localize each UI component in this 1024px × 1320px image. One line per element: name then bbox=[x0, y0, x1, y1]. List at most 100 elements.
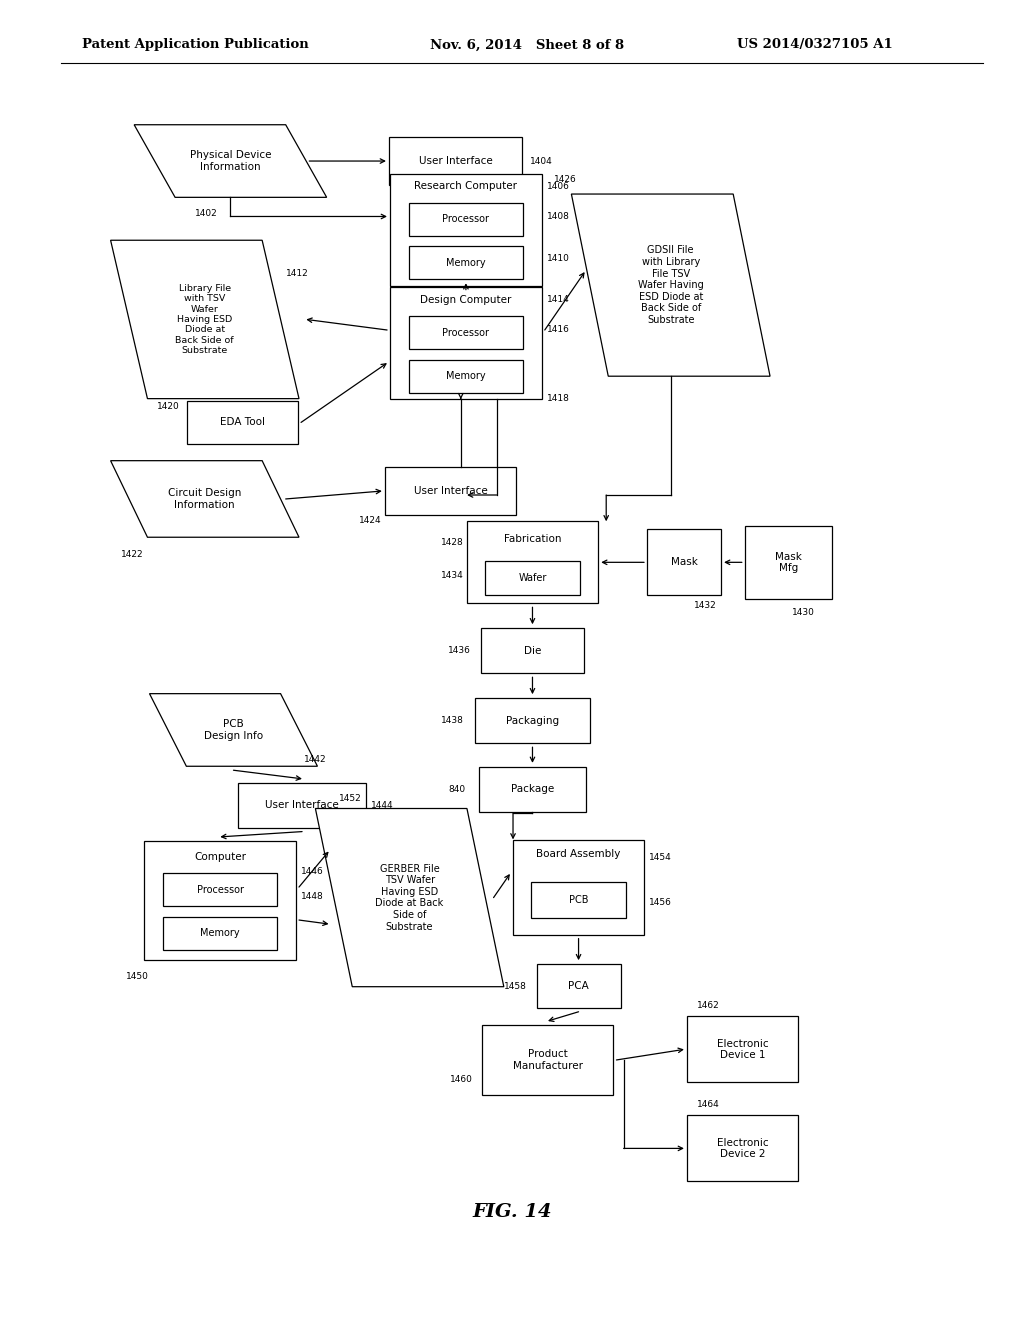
Text: 1448: 1448 bbox=[301, 892, 324, 900]
Text: 1450: 1450 bbox=[126, 973, 148, 981]
Text: Board Assembly: Board Assembly bbox=[537, 849, 621, 859]
Text: 1406: 1406 bbox=[547, 182, 569, 190]
Text: 1422: 1422 bbox=[121, 550, 143, 558]
Text: 1410: 1410 bbox=[547, 255, 569, 263]
Polygon shape bbox=[134, 124, 327, 197]
Text: Memory: Memory bbox=[201, 928, 240, 939]
Text: 1438: 1438 bbox=[441, 717, 464, 725]
FancyBboxPatch shape bbox=[238, 783, 367, 828]
Text: 1452: 1452 bbox=[339, 795, 361, 803]
Text: Electronic
Device 1: Electronic Device 1 bbox=[717, 1039, 768, 1060]
Text: Processor: Processor bbox=[442, 327, 489, 338]
Text: 1402: 1402 bbox=[195, 210, 217, 218]
Text: 1446: 1446 bbox=[301, 867, 324, 875]
FancyBboxPatch shape bbox=[475, 698, 590, 743]
Text: 1408: 1408 bbox=[547, 213, 569, 220]
Text: 1432: 1432 bbox=[694, 602, 717, 610]
FancyBboxPatch shape bbox=[410, 359, 522, 393]
FancyBboxPatch shape bbox=[531, 882, 626, 919]
FancyBboxPatch shape bbox=[390, 174, 542, 286]
Text: US 2014/0327105 A1: US 2014/0327105 A1 bbox=[737, 38, 893, 51]
FancyBboxPatch shape bbox=[410, 315, 522, 348]
Text: Product
Manufacturer: Product Manufacturer bbox=[513, 1049, 583, 1071]
FancyBboxPatch shape bbox=[537, 964, 621, 1008]
Text: GDSII File
with Library
File TSV
Wafer Having
ESD Diode at
Back Side of
Substrat: GDSII File with Library File TSV Wafer H… bbox=[638, 246, 703, 325]
FancyBboxPatch shape bbox=[144, 841, 296, 960]
Text: PCB: PCB bbox=[568, 895, 589, 906]
Polygon shape bbox=[150, 694, 317, 766]
Text: 1416: 1416 bbox=[547, 326, 569, 334]
Text: Nov. 6, 2014   Sheet 8 of 8: Nov. 6, 2014 Sheet 8 of 8 bbox=[430, 38, 625, 51]
FancyBboxPatch shape bbox=[164, 916, 276, 950]
FancyBboxPatch shape bbox=[647, 529, 721, 595]
Text: FIG. 14: FIG. 14 bbox=[472, 1203, 552, 1221]
FancyBboxPatch shape bbox=[479, 767, 586, 812]
Text: PCB
Design Info: PCB Design Info bbox=[204, 719, 263, 741]
Text: 1444: 1444 bbox=[371, 801, 394, 809]
Polygon shape bbox=[111, 240, 299, 399]
FancyBboxPatch shape bbox=[187, 400, 298, 444]
FancyBboxPatch shape bbox=[410, 246, 522, 280]
Text: Processor: Processor bbox=[197, 884, 244, 895]
FancyBboxPatch shape bbox=[513, 840, 644, 935]
Text: Library File
with TSV
Wafer
Having ESD
Diode at
Back Side of
Substrate: Library File with TSV Wafer Having ESD D… bbox=[175, 284, 234, 355]
Text: User Interface: User Interface bbox=[419, 156, 493, 166]
Text: 1428: 1428 bbox=[441, 539, 464, 546]
Text: 1456: 1456 bbox=[649, 899, 672, 907]
Text: Physical Device
Information: Physical Device Information bbox=[189, 150, 271, 172]
Text: Package: Package bbox=[511, 784, 554, 795]
Text: Fabrication: Fabrication bbox=[504, 533, 561, 544]
Text: 1462: 1462 bbox=[697, 1002, 720, 1010]
FancyBboxPatch shape bbox=[485, 561, 580, 595]
Text: 840: 840 bbox=[449, 785, 465, 793]
Text: 1426: 1426 bbox=[554, 176, 577, 183]
Text: EDA Tool: EDA Tool bbox=[220, 417, 265, 428]
Text: 1420: 1420 bbox=[157, 403, 179, 411]
Text: GERBER File
TSV Wafer
Having ESD
Diode at Back
Side of
Substrate: GERBER File TSV Wafer Having ESD Diode a… bbox=[376, 863, 443, 932]
FancyBboxPatch shape bbox=[481, 628, 584, 673]
FancyBboxPatch shape bbox=[687, 1115, 798, 1181]
FancyBboxPatch shape bbox=[745, 525, 831, 599]
Polygon shape bbox=[111, 461, 299, 537]
FancyBboxPatch shape bbox=[164, 874, 276, 906]
Text: 1414: 1414 bbox=[547, 296, 569, 304]
FancyBboxPatch shape bbox=[410, 202, 522, 235]
FancyBboxPatch shape bbox=[385, 467, 516, 515]
Text: Electronic
Device 2: Electronic Device 2 bbox=[717, 1138, 768, 1159]
Text: Design Computer: Design Computer bbox=[420, 294, 512, 305]
FancyBboxPatch shape bbox=[389, 137, 522, 185]
Text: 1436: 1436 bbox=[447, 647, 470, 655]
Text: 1404: 1404 bbox=[530, 157, 553, 165]
Text: 1454: 1454 bbox=[649, 854, 672, 862]
Text: Packaging: Packaging bbox=[506, 715, 559, 726]
Text: 1464: 1464 bbox=[697, 1101, 720, 1109]
Text: Memory: Memory bbox=[446, 371, 485, 381]
FancyBboxPatch shape bbox=[390, 288, 542, 399]
Polygon shape bbox=[571, 194, 770, 376]
FancyBboxPatch shape bbox=[467, 521, 598, 603]
Text: Circuit Design
Information: Circuit Design Information bbox=[168, 488, 242, 510]
Text: 1430: 1430 bbox=[792, 609, 814, 616]
Text: Die: Die bbox=[524, 645, 541, 656]
Polygon shape bbox=[315, 808, 504, 987]
Text: 1458: 1458 bbox=[504, 982, 526, 990]
Text: Computer: Computer bbox=[195, 851, 246, 862]
Text: 1460: 1460 bbox=[450, 1076, 472, 1084]
Text: User Interface: User Interface bbox=[265, 800, 339, 810]
Text: User Interface: User Interface bbox=[414, 486, 487, 496]
Text: 1434: 1434 bbox=[441, 572, 464, 579]
FancyBboxPatch shape bbox=[482, 1024, 613, 1096]
Text: 1418: 1418 bbox=[547, 395, 569, 403]
Text: Processor: Processor bbox=[442, 214, 489, 224]
Text: Memory: Memory bbox=[446, 257, 485, 268]
Text: 1424: 1424 bbox=[359, 516, 382, 524]
Text: Research Computer: Research Computer bbox=[415, 181, 517, 191]
Text: Mask
Mfg: Mask Mfg bbox=[775, 552, 802, 573]
Text: 1442: 1442 bbox=[304, 755, 327, 763]
FancyBboxPatch shape bbox=[687, 1016, 798, 1082]
Text: Patent Application Publication: Patent Application Publication bbox=[82, 38, 308, 51]
Text: PCA: PCA bbox=[568, 981, 589, 991]
Text: 1412: 1412 bbox=[286, 269, 308, 277]
Text: Mask: Mask bbox=[671, 557, 697, 568]
Text: Wafer: Wafer bbox=[518, 573, 547, 583]
